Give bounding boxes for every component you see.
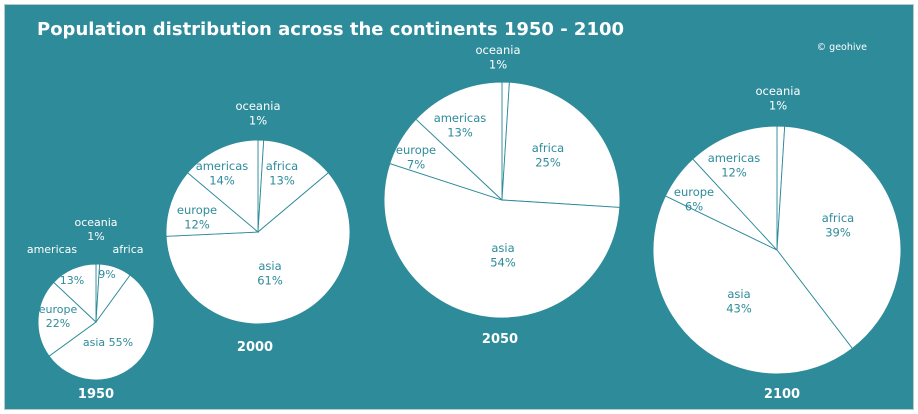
slice-2000-africa xyxy=(257,139,330,234)
slice-value-2050-americas: 13% xyxy=(447,126,473,140)
year-label-2100: 2100 xyxy=(764,387,800,402)
slice-label-2050-asia: asia 54% xyxy=(490,241,516,270)
slice-value-2100-oceania: 1% xyxy=(769,99,787,113)
year-label-1950: 1950 xyxy=(78,387,114,402)
pie-2100: oceania 1% africa 39% asia 43% europe 6% america… xyxy=(652,84,902,402)
slice-label-2000-africa: africa 13% xyxy=(266,159,298,188)
slice-name-1950-europe: europe xyxy=(39,303,78,316)
slice-label-1950-africa: africa 9% xyxy=(98,243,143,281)
slice-1950-americas xyxy=(53,263,97,324)
slice-value-2050-africa: 25% xyxy=(535,156,561,170)
slice-value-1950-europe: 22% xyxy=(46,317,70,330)
slice-value-1950-americas: 13% xyxy=(60,274,84,287)
slice-name-2100-asia: asia xyxy=(727,287,750,301)
slice-name-2050-europe: europe xyxy=(396,143,436,157)
slice-label-2050-oceania: oceania 1% xyxy=(475,43,520,72)
slice-label-1950-oceania: oceania 1% xyxy=(74,216,117,243)
slice-label-1950-americas: americas 13% xyxy=(27,243,84,287)
slice-2100-americas xyxy=(692,125,778,252)
slice-value-2100-asia: 43% xyxy=(726,302,752,316)
slice-label-2100-americas: americas 12% xyxy=(708,151,761,180)
slice-1950-europe xyxy=(37,281,97,357)
slice-2000-europe xyxy=(165,172,260,237)
slice-label-2100-africa: africa 39% xyxy=(822,211,854,240)
slice-value-2000-asia: 61% xyxy=(257,274,283,288)
slice-value-2000-oceania: 1% xyxy=(249,114,267,128)
pie-2050: oceania 1% africa 25% asia 54% europe 7% america… xyxy=(383,43,621,347)
slice-name-1950-americas: americas xyxy=(27,243,78,256)
slice-label-2000-oceania: oceania 1% xyxy=(235,99,280,128)
slice-value-2050-asia: 54% xyxy=(490,256,516,270)
slice-value-2100-africa: 39% xyxy=(825,226,851,240)
slice-2000-asia xyxy=(165,172,351,325)
slice-label-1950-europe: europe 22% xyxy=(39,303,78,330)
slice-label-2050-americas: americas 13% xyxy=(434,111,487,140)
slice-label-2100-oceania: oceania 1% xyxy=(755,84,800,113)
slice-value-1950-africa: 9% xyxy=(98,268,115,281)
slice-name-2100-europe: europe xyxy=(674,185,714,199)
slice-name-2000-europe: europe xyxy=(177,203,217,217)
slice-label-2000-americas: americas 14% xyxy=(196,159,249,188)
pie-1950: oceania 1%africa 9%asia 55%europe 22%americ… xyxy=(27,216,155,402)
chart-title: Population distribution across the conti… xyxy=(37,19,625,40)
year-label-2000: 2000 xyxy=(237,340,273,355)
slice-value-2000-americas: 14% xyxy=(209,174,235,188)
source-credit: © geohive xyxy=(816,42,867,53)
slice-name-2050-asia: asia xyxy=(491,241,514,255)
slice-value-2000-europe: 12% xyxy=(184,218,210,232)
slice-value-2050-europe: 7% xyxy=(407,158,425,172)
slice-2050-americas xyxy=(415,81,503,202)
slice-2050-africa xyxy=(501,81,621,208)
slice-name-2100-oceania: oceania xyxy=(755,84,800,98)
slice-value-2000-africa: 13% xyxy=(269,174,295,188)
slice-2000-americas xyxy=(186,139,259,233)
slice-value-2100-americas: 12% xyxy=(721,166,747,180)
slice-2100-africa xyxy=(776,125,902,350)
slice-name-2100-africa: africa xyxy=(822,211,854,225)
slice-name-1950-oceania: oceania xyxy=(74,216,117,229)
slice-name-1950-africa: africa xyxy=(113,243,144,256)
pie-2000: oceania 1% africa 13% asia 61% europe 12% americ… xyxy=(165,99,351,355)
slice-name-2050-americas: americas xyxy=(434,111,487,125)
slice-label-2100-europe: europe 6% xyxy=(674,185,714,214)
slice-2050-asia xyxy=(383,162,621,319)
slice-value-2050-oceania: 1% xyxy=(489,58,507,72)
slice-label-2100-asia: asia 43% xyxy=(726,287,752,316)
slice-label-2000-asia: asia 61% xyxy=(257,259,283,288)
slice-label-1950-asia: asia 55% xyxy=(83,336,133,349)
slice-name-2000-oceania: oceania xyxy=(235,99,280,113)
slice-name-2000-asia: asia xyxy=(258,259,281,273)
slice-name-2050-africa: africa xyxy=(532,141,564,155)
slice-1950-asia xyxy=(48,274,155,381)
slice-label-2000-europe: europe 12% xyxy=(177,203,217,232)
slice-value-2100-europe: 6% xyxy=(685,200,703,214)
slice-name-2100-americas: americas xyxy=(708,151,761,165)
slice-name-2000-americas: americas xyxy=(196,159,249,173)
slice-name-2000-africa: africa xyxy=(266,159,298,173)
slice-label-2050-africa: africa 25% xyxy=(532,141,564,170)
slice-2100-asia xyxy=(652,195,853,375)
slice-name-2050-oceania: oceania xyxy=(475,43,520,57)
slice-value-1950-oceania: 1% xyxy=(87,230,104,243)
slice-label-2050-europe: europe 7% xyxy=(396,143,436,172)
year-label-2050: 2050 xyxy=(482,332,518,347)
